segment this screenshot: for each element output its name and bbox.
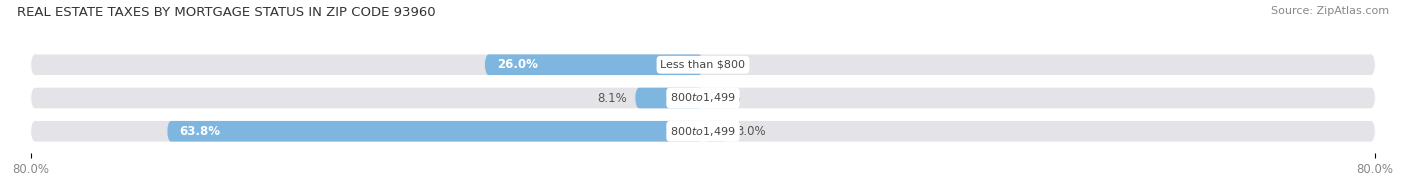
FancyBboxPatch shape	[636, 88, 703, 108]
Text: 0.0%: 0.0%	[711, 58, 741, 71]
FancyBboxPatch shape	[485, 54, 703, 75]
FancyBboxPatch shape	[31, 54, 1375, 75]
FancyBboxPatch shape	[31, 121, 1375, 142]
Text: 3.0%: 3.0%	[737, 125, 766, 138]
Text: $800 to $1,499: $800 to $1,499	[671, 92, 735, 104]
Text: Less than $800: Less than $800	[661, 60, 745, 70]
FancyBboxPatch shape	[31, 88, 1375, 108]
FancyBboxPatch shape	[703, 121, 728, 142]
Text: REAL ESTATE TAXES BY MORTGAGE STATUS IN ZIP CODE 93960: REAL ESTATE TAXES BY MORTGAGE STATUS IN …	[17, 6, 436, 19]
Text: $800 to $1,499: $800 to $1,499	[671, 125, 735, 138]
Text: 8.1%: 8.1%	[596, 92, 627, 104]
Legend: Without Mortgage, With Mortgage: Without Mortgage, With Mortgage	[581, 193, 825, 196]
Text: 26.0%: 26.0%	[498, 58, 538, 71]
Text: 63.8%: 63.8%	[180, 125, 221, 138]
Text: Source: ZipAtlas.com: Source: ZipAtlas.com	[1271, 6, 1389, 16]
FancyBboxPatch shape	[167, 121, 703, 142]
Text: 0.0%: 0.0%	[711, 92, 741, 104]
